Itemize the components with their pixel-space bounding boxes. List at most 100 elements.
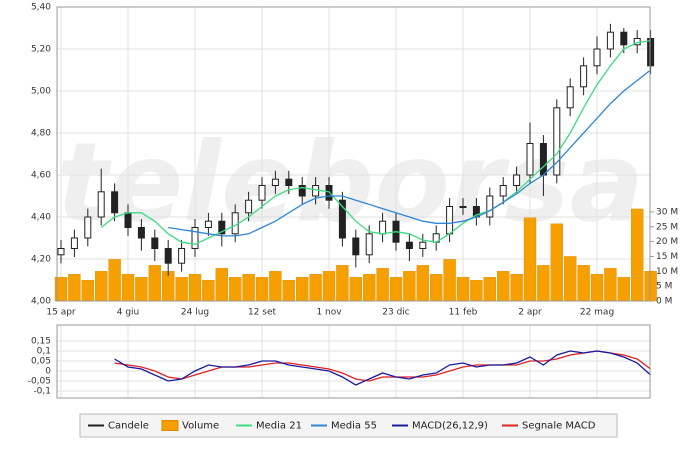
moving-average-line [168, 69, 652, 237]
volume-bar [510, 274, 523, 302]
candle-body [97, 191, 105, 218]
candle-body [245, 199, 253, 214]
volume-bar [617, 277, 630, 302]
candle-body [459, 206, 467, 208]
x-tick-label: 22 mag [580, 308, 614, 318]
candle-body [191, 227, 199, 249]
plot-frame [56, 324, 651, 399]
candle-body [298, 185, 306, 197]
volume-bar [296, 277, 309, 302]
candle-body [606, 31, 614, 50]
legend-label: Segnale MACD [522, 421, 596, 432]
volume-bar [363, 274, 376, 302]
candle-body [84, 216, 92, 239]
volume-bar [188, 274, 202, 302]
x-tick-label: 1 nov [316, 308, 342, 318]
candle-body [526, 143, 534, 176]
candle-body [124, 212, 132, 229]
candle-body [352, 237, 360, 256]
candle-body [178, 248, 186, 264]
candle-body [379, 220, 387, 235]
macd-line [114, 350, 652, 386]
x-tick-label: 11 feb [449, 308, 478, 318]
legend-box [79, 413, 618, 438]
candle-body [258, 185, 266, 201]
y-tick-label: 0,1 [37, 347, 51, 357]
volume-bar [148, 265, 162, 302]
candle-body [164, 248, 172, 264]
candle-body [325, 185, 333, 201]
volume-bar [483, 277, 496, 302]
y-tick-label: 0,15 [31, 337, 51, 347]
volume-bar [631, 208, 644, 302]
candle-body [647, 38, 655, 67]
y2-tick-label: 0 M [656, 297, 672, 307]
candle-body [111, 191, 119, 214]
y-tick-label: -0,05 [28, 377, 51, 387]
volume-bar [456, 277, 470, 302]
volume-bar [269, 271, 282, 302]
candle-body [151, 237, 159, 249]
candle-body [513, 174, 521, 186]
volume-bar [497, 271, 510, 302]
x-tick-label: 12 set [248, 308, 277, 318]
volume-bar [336, 265, 349, 302]
volume-bar [403, 271, 416, 302]
legend-label: Media 21 [256, 421, 302, 432]
volume-bar [389, 277, 403, 302]
macd-line [114, 350, 651, 382]
y-tick-label: -0,1 [33, 387, 51, 397]
y-tick-label: 4,60 [31, 171, 51, 181]
y2-tick-label: 25 M [656, 222, 678, 232]
y-tick-label: 4,00 [31, 297, 51, 307]
candle-body [312, 185, 320, 197]
volume-bar [349, 277, 362, 302]
legend-label: Volume [182, 421, 219, 432]
y-tick-label: 5,20 [31, 45, 51, 55]
volume-bar [81, 280, 95, 302]
y2-tick-label: 5 M [656, 282, 672, 292]
y-tick-label: 0,05 [31, 357, 51, 367]
candle-body [580, 65, 588, 88]
candle-body [419, 241, 427, 249]
watermark: teleborsa [56, 118, 644, 246]
x-tick-label: 24 lug [181, 308, 209, 318]
moving-average-line [100, 39, 651, 245]
legend-label: MACD(26,12,9) [412, 421, 488, 432]
x-tick-label: 23 dic [382, 308, 410, 318]
candle-body [566, 86, 574, 109]
y-tick-label: 4,80 [31, 129, 51, 139]
x-tick-label: 4 giu [117, 308, 140, 318]
candle-body [285, 178, 293, 186]
y2-tick-label: 30 M [656, 207, 678, 217]
candle-body [70, 237, 78, 249]
candle-body [620, 31, 628, 46]
volume-bar [309, 274, 322, 302]
y-tick-label: 5,00 [31, 87, 51, 97]
volume-bar [242, 274, 255, 302]
volume-bar [94, 271, 108, 302]
x-tick-label: 2 apr [518, 308, 542, 318]
candle-body [405, 241, 413, 249]
candle-body [204, 220, 212, 228]
volume-bar [470, 280, 483, 302]
candle-body [218, 220, 226, 235]
candle-body [539, 143, 547, 176]
candle-body [365, 233, 373, 256]
volume-bar [430, 274, 443, 302]
volume-bar [322, 271, 336, 302]
plot-frame [56, 6, 651, 302]
candle-body [57, 248, 65, 256]
volume-bar [202, 280, 215, 302]
volume-bar [443, 259, 456, 302]
legend-label: Media 55 [331, 421, 377, 432]
volume-bar [215, 268, 229, 302]
candle-body [553, 107, 561, 176]
y2-tick-label: 20 M [656, 237, 678, 247]
volume-bar [416, 265, 429, 302]
candle-body [137, 227, 145, 239]
volume-bar [135, 277, 148, 302]
volume-bar [121, 274, 135, 302]
volume-bar [68, 274, 81, 302]
